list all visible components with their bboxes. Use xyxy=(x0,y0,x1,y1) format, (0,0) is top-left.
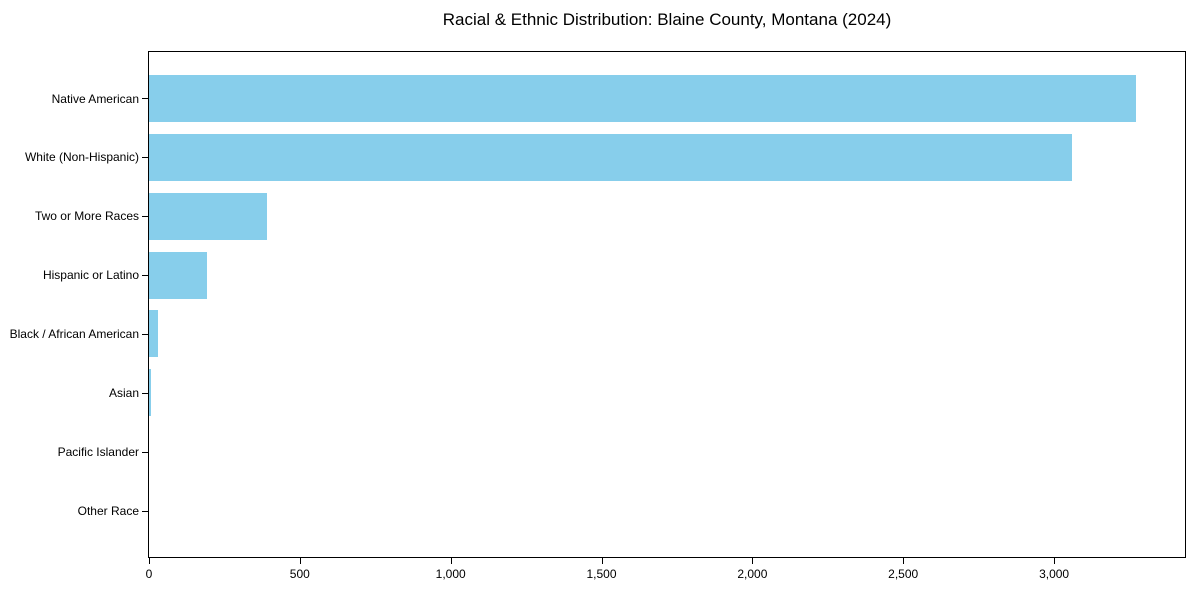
x-tick-mark xyxy=(451,558,452,564)
y-tick-label: Native American xyxy=(51,91,139,106)
y-tick-label: Pacific Islander xyxy=(57,444,139,459)
y-tick-label: Two or More Races xyxy=(34,209,139,224)
y-tick-mark xyxy=(142,511,148,512)
x-tick-label: 0 xyxy=(145,567,153,581)
x-tick-mark xyxy=(602,558,603,564)
chart-title: Racial & Ethnic Distribution: Blaine Cou… xyxy=(442,10,892,29)
y-tick-mark xyxy=(142,157,148,158)
y-tick-label: Black / African American xyxy=(9,326,139,341)
y-tick-label: Asian xyxy=(108,385,139,400)
x-tick-label: 1,500 xyxy=(586,567,617,581)
bar xyxy=(149,75,1136,123)
y-tick-label: Hispanic or Latino xyxy=(42,268,139,283)
bar xyxy=(149,310,159,358)
x-tick-label: 2,000 xyxy=(737,567,768,581)
bar xyxy=(149,369,152,417)
plot-area xyxy=(148,51,1186,558)
x-tick-label: 2,500 xyxy=(888,567,919,581)
x-tick-mark xyxy=(903,558,904,564)
bar xyxy=(149,251,207,299)
x-tick-mark xyxy=(149,558,150,564)
bar xyxy=(149,192,267,240)
y-tick-mark xyxy=(142,98,148,99)
x-tick-label: 500 xyxy=(289,567,310,581)
y-tick-label: Other Race xyxy=(77,503,139,518)
y-tick-mark xyxy=(142,275,148,276)
y-tick-label: White (Non-Hispanic) xyxy=(24,150,139,165)
y-tick-mark xyxy=(142,216,148,217)
bar xyxy=(149,133,1073,181)
x-tick-mark xyxy=(752,558,753,564)
x-tick-mark xyxy=(300,558,301,564)
y-tick-mark xyxy=(142,393,148,394)
x-tick-label: 1,000 xyxy=(435,567,466,581)
y-tick-mark xyxy=(142,334,148,335)
x-tick-mark xyxy=(1054,558,1055,564)
x-tick-label: 3,000 xyxy=(1039,567,1070,581)
y-tick-mark xyxy=(142,452,148,453)
